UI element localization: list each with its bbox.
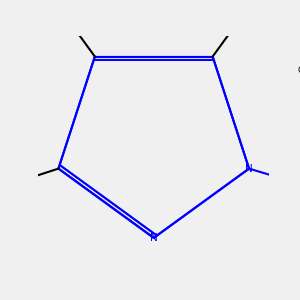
Text: CH₃: CH₃ — [298, 66, 300, 75]
Text: N: N — [150, 233, 158, 243]
Text: N: N — [245, 164, 253, 174]
